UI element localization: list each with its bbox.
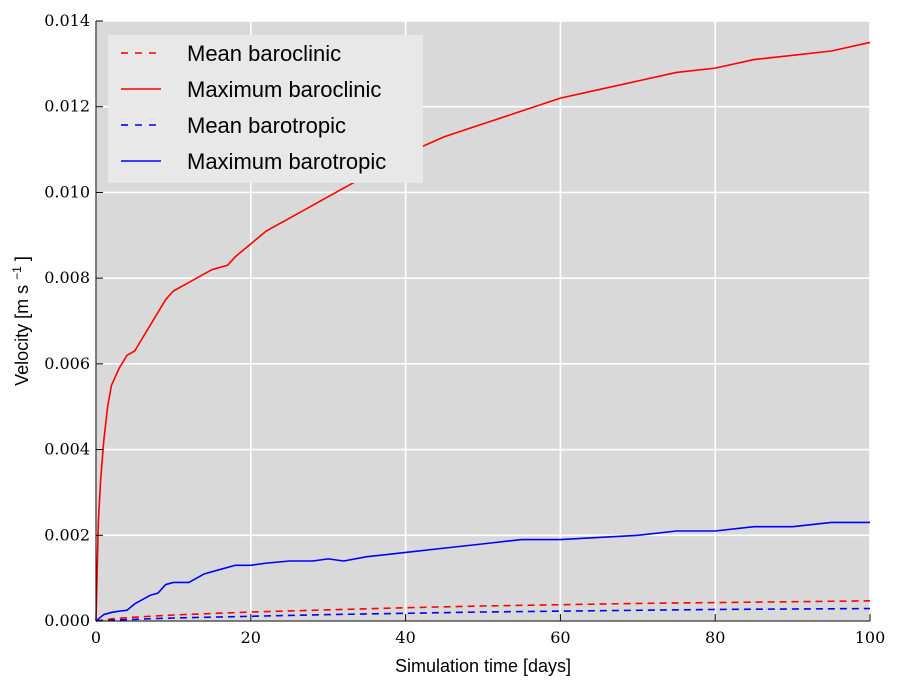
legend-label: Maximum baroclinic <box>187 77 381 102</box>
y-tick-label: 0.004 <box>44 440 90 459</box>
y-tick-label: 0.000 <box>44 611 90 630</box>
x-tick-label: 60 <box>550 628 570 647</box>
x-tick-label: 40 <box>395 628 415 647</box>
y-tick-label: 0.006 <box>44 354 90 373</box>
series-line-2 <box>95 607 871 622</box>
x-axis-title: Simulation time [days] <box>395 656 571 676</box>
y-axis-title: Velocity [m s −1 ] <box>5 256 32 386</box>
series-layer <box>95 41 871 622</box>
y-axis-title-end: ] <box>12 256 32 261</box>
legend-label: Maximum barotropic <box>187 149 386 174</box>
x-tick-label: 0 <box>91 628 101 647</box>
y-tick-label: 0.010 <box>44 182 90 201</box>
y-tick-label: 0.008 <box>44 268 90 287</box>
series-line-3 <box>95 521 870 622</box>
y-tick-label: 0.014 <box>44 11 90 30</box>
x-tick-label: 20 <box>241 628 261 647</box>
series-line-0 <box>95 600 871 622</box>
series-line-1 <box>95 41 871 622</box>
y-axis-title-main: Velocity [m s <box>12 285 32 386</box>
legend-box <box>108 35 423 183</box>
y-tick-label: 0.002 <box>44 525 90 544</box>
x-tick-label: 100 <box>855 628 886 647</box>
legend-label: Mean barotropic <box>187 113 346 138</box>
x-tick-label: 80 <box>705 628 725 647</box>
y-axis-title-superscript: −1 <box>10 266 24 280</box>
axes: 0 20 40 60 80 100 0.000 0.002 0.004 0.006 0.008 0.0… <box>44 11 885 647</box>
legend-label: Mean baroclinic <box>187 41 341 66</box>
y-tick-label: 0.012 <box>44 97 90 116</box>
legend: Mean baroclinic Maximum baroclinic Mean ba… <box>108 35 423 183</box>
